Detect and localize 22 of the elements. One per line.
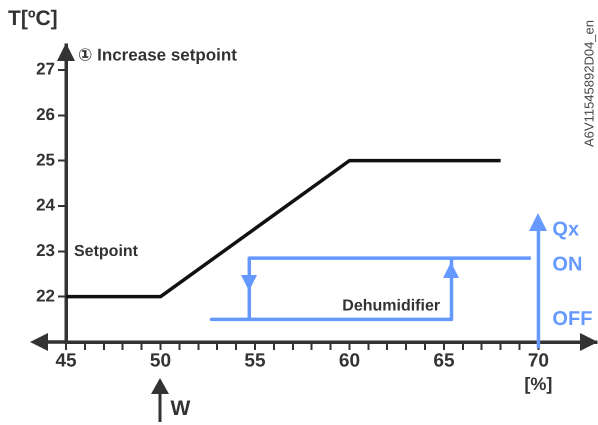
annotation: Qx xyxy=(552,218,580,241)
text: W xyxy=(170,396,190,420)
x-tick-label: 60 xyxy=(338,350,360,372)
y-tick-label: 22 xyxy=(36,286,55,306)
y-tick-label: 27 xyxy=(36,60,55,79)
annotation: A6V11545892D04_en xyxy=(582,20,597,147)
x-tick-label: 65 xyxy=(433,350,455,372)
chart-title: ① Increase setpoint xyxy=(78,46,238,65)
y-tick-label: 25 xyxy=(36,150,55,170)
x-axis-title: [%] xyxy=(524,374,552,394)
y-axis-title: T[ºC] xyxy=(8,6,58,30)
annotation: OFF xyxy=(552,308,592,330)
y-tick-label: 23 xyxy=(36,241,55,260)
x-tick-label: 45 xyxy=(55,350,77,372)
y-tick-label: 26 xyxy=(36,104,55,124)
y-tick-label: 24 xyxy=(36,196,56,215)
text: Setpoint xyxy=(74,243,139,260)
annotation: ON xyxy=(552,254,582,276)
x-tick-label: 55 xyxy=(244,350,266,372)
x-tick-label: 50 xyxy=(150,350,172,372)
series-label: Dehumidifier xyxy=(342,298,440,315)
x-tick-label: 70 xyxy=(528,350,549,372)
